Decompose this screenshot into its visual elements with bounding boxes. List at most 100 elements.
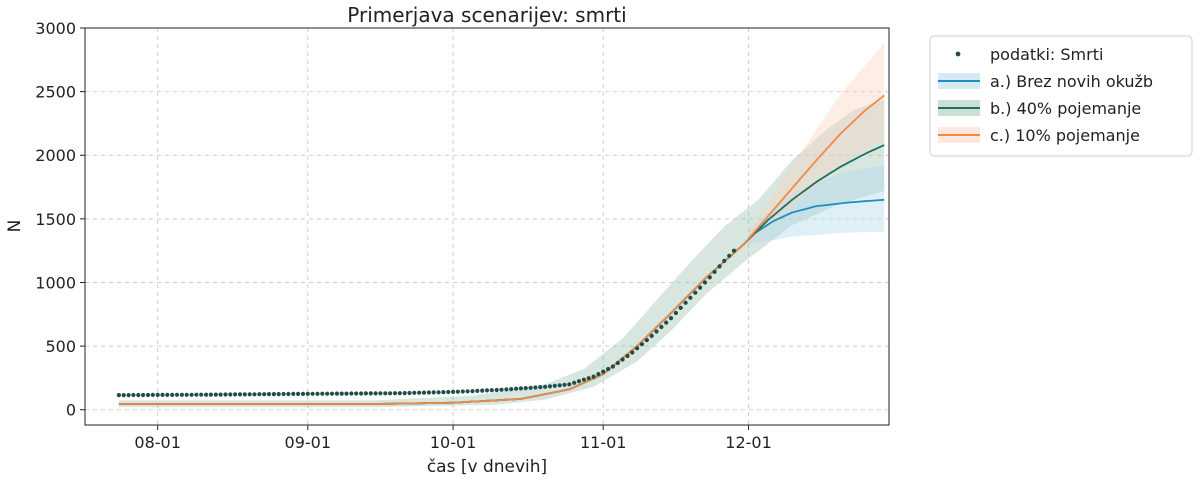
observed-point-7 (150, 392, 155, 397)
x-tick-label-0: 08-01 (134, 433, 181, 452)
observed-point-124 (717, 264, 722, 269)
observed-point-78 (494, 387, 499, 393)
y-tick-label-5: 2500 (35, 83, 76, 102)
observed-point-64 (426, 390, 431, 395)
observed-point-10 (165, 392, 170, 397)
series-lines (118, 94, 885, 405)
observed-point-25 (237, 392, 243, 397)
observed-point-104 (620, 357, 625, 362)
observed-point-20 (213, 392, 218, 397)
observed-point-67 (441, 390, 446, 395)
observed-point-52 (368, 391, 373, 396)
x-tick-label-2: 10-01 (430, 433, 477, 452)
observed-point-11 (170, 392, 175, 397)
observed-point-54 (378, 391, 383, 396)
observed-point-89 (547, 384, 553, 389)
observed-point-93 (567, 382, 572, 387)
observed-point-94 (572, 380, 577, 385)
observed-point-103 (615, 360, 620, 366)
observed-point-43 (325, 391, 330, 396)
y-tick-label-1: 500 (45, 337, 76, 356)
observed-point-87 (538, 385, 543, 390)
x-tick-label-1: 09-01 (285, 433, 332, 452)
x-tick-label-4: 12-01 (725, 433, 772, 452)
observed-point-24 (233, 392, 238, 397)
legend-label-observed: podatki: Smrti (990, 45, 1103, 64)
observed-point-9 (160, 392, 165, 397)
y-tick-label-4: 2000 (35, 146, 76, 165)
observed-point-55 (383, 391, 388, 396)
observed-point-48 (349, 391, 354, 396)
observed-point-12 (174, 392, 180, 397)
y-tick-label-3: 1500 (35, 210, 76, 229)
series-line-1 (118, 144, 885, 405)
observed-point-18 (204, 392, 209, 397)
observed-point-39 (305, 391, 310, 396)
observed-point-106 (630, 350, 635, 355)
observed-point-62 (417, 390, 422, 395)
observed-point-95 (576, 379, 582, 384)
observed-point-6 (145, 392, 151, 398)
observed-point-17 (199, 392, 204, 397)
observed-point-127 (731, 248, 737, 253)
observed-point-33 (276, 392, 281, 397)
observed-point-80 (504, 387, 509, 392)
observed-point-61 (412, 390, 417, 395)
observed-point-75 (480, 388, 485, 393)
observed-point-72 (465, 389, 470, 394)
observed-point-122 (707, 275, 712, 280)
observed-point-23 (228, 392, 233, 397)
observed-point-86 (533, 385, 538, 390)
confidence-band-0 (748, 165, 885, 245)
observed-point-101 (606, 366, 611, 372)
observed-point-34 (281, 391, 286, 397)
observed-point-84 (523, 386, 528, 391)
observed-point-49 (354, 391, 359, 396)
observed-point-15 (189, 392, 194, 397)
observed-point-5 (141, 392, 146, 398)
observed-point-98 (591, 374, 596, 379)
observed-point-96 (581, 377, 587, 382)
observed-point-70 (455, 389, 460, 394)
observed-point-8 (155, 392, 160, 397)
observed-point-0 (116, 393, 121, 398)
observed-point-71 (460, 389, 465, 394)
observed-point-68 (446, 389, 451, 395)
observed-point-121 (702, 280, 708, 285)
observed-point-31 (266, 392, 272, 397)
observed-point-42 (320, 391, 325, 396)
observed-point-13 (179, 392, 184, 397)
observed-point-126 (727, 253, 732, 258)
observed-point-1 (121, 393, 126, 398)
observed-point-119 (693, 290, 698, 295)
observed-point-32 (271, 392, 276, 397)
observed-point-57 (392, 391, 398, 396)
observed-point-99 (596, 372, 601, 377)
observed-point-115 (673, 310, 679, 316)
observed-point-66 (436, 390, 441, 395)
confidence-bands (118, 43, 885, 408)
x-tick-label-3: 11-01 (580, 433, 627, 452)
y-tick-label-0: 0 (66, 401, 76, 420)
observed-point-35 (286, 391, 291, 397)
observed-point-102 (610, 364, 616, 369)
observed-point-26 (242, 392, 247, 397)
legend-box (929, 35, 1193, 157)
observed-point-118 (688, 295, 693, 300)
observed-point-114 (668, 316, 674, 321)
observed-point-69 (451, 389, 456, 394)
legend-marker-observed (955, 51, 961, 57)
observed-point-110 (649, 333, 654, 338)
observed-point-91 (557, 383, 562, 388)
observed-point-90 (552, 383, 557, 388)
observed-point-109 (644, 338, 649, 343)
observed-point-85 (528, 385, 533, 390)
plot-frame (84, 27, 890, 426)
observed-point-83 (518, 386, 524, 391)
x-axis-label: čas [v dnevih] (427, 457, 547, 477)
observed-points (116, 248, 737, 398)
observed-point-79 (499, 387, 504, 392)
observed-point-76 (484, 388, 490, 393)
observed-point-27 (247, 392, 252, 397)
